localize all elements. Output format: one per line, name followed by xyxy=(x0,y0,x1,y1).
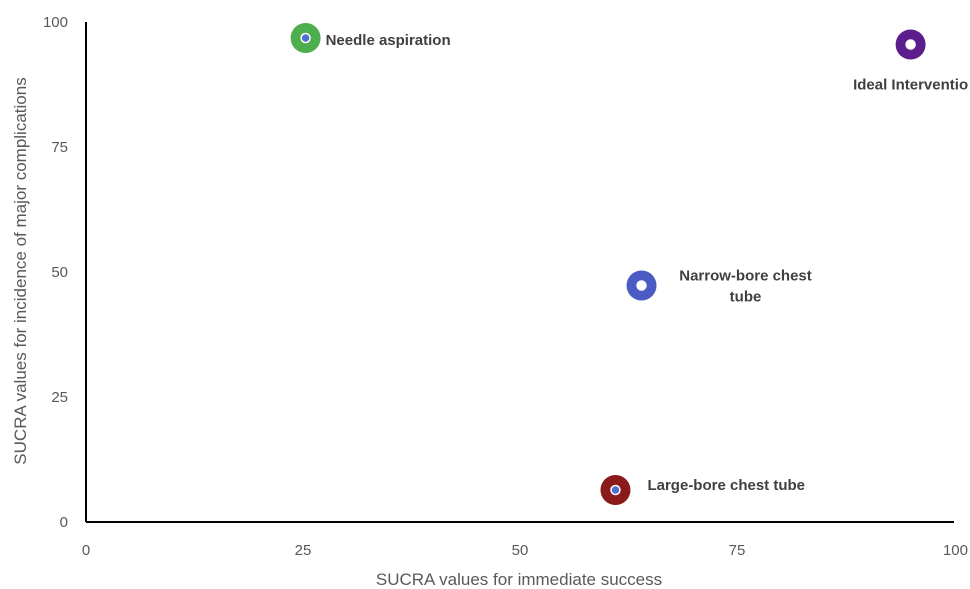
y-tick-label: 25 xyxy=(51,389,68,406)
x-axis-title: SUCRA values for immediate success xyxy=(376,570,662,589)
x-tick-label: 50 xyxy=(512,542,529,559)
x-tick-label: 25 xyxy=(295,542,312,559)
y-axis-title: SUCRA values for incidence of major comp… xyxy=(11,77,30,464)
x-tick-label: 100 xyxy=(943,542,968,559)
axes xyxy=(85,22,954,523)
y-tick-label: 50 xyxy=(51,264,68,281)
y-tick-label: 75 xyxy=(51,139,68,156)
data-point-center xyxy=(636,280,647,291)
data-labels: Needle aspiration Ideal Interventio Narrow… xyxy=(326,32,969,494)
data-point-label: Large-bore chest tube xyxy=(647,477,805,494)
data-point xyxy=(290,23,321,53)
y-tick-label: 0 xyxy=(60,514,68,531)
x-tick-labels: 0 25 50 75 100 xyxy=(82,542,968,559)
x-tick-label: 0 xyxy=(82,542,90,559)
data-point-label: Needle aspiration xyxy=(326,32,451,49)
data-point xyxy=(895,29,926,60)
data-point xyxy=(626,270,657,301)
data-point xyxy=(600,475,631,505)
data-point-center xyxy=(905,39,916,50)
data-points xyxy=(290,23,926,505)
x-tick-label: 75 xyxy=(729,542,746,559)
y-tick-labels: 0 25 50 75 100 xyxy=(43,14,68,531)
data-point-center xyxy=(610,484,621,496)
data-point-center xyxy=(300,32,311,44)
y-tick-label: 100 xyxy=(43,14,68,31)
data-point-label: Narrow-bore chest tube xyxy=(679,268,812,306)
data-point-label: Ideal Interventio xyxy=(853,77,968,94)
